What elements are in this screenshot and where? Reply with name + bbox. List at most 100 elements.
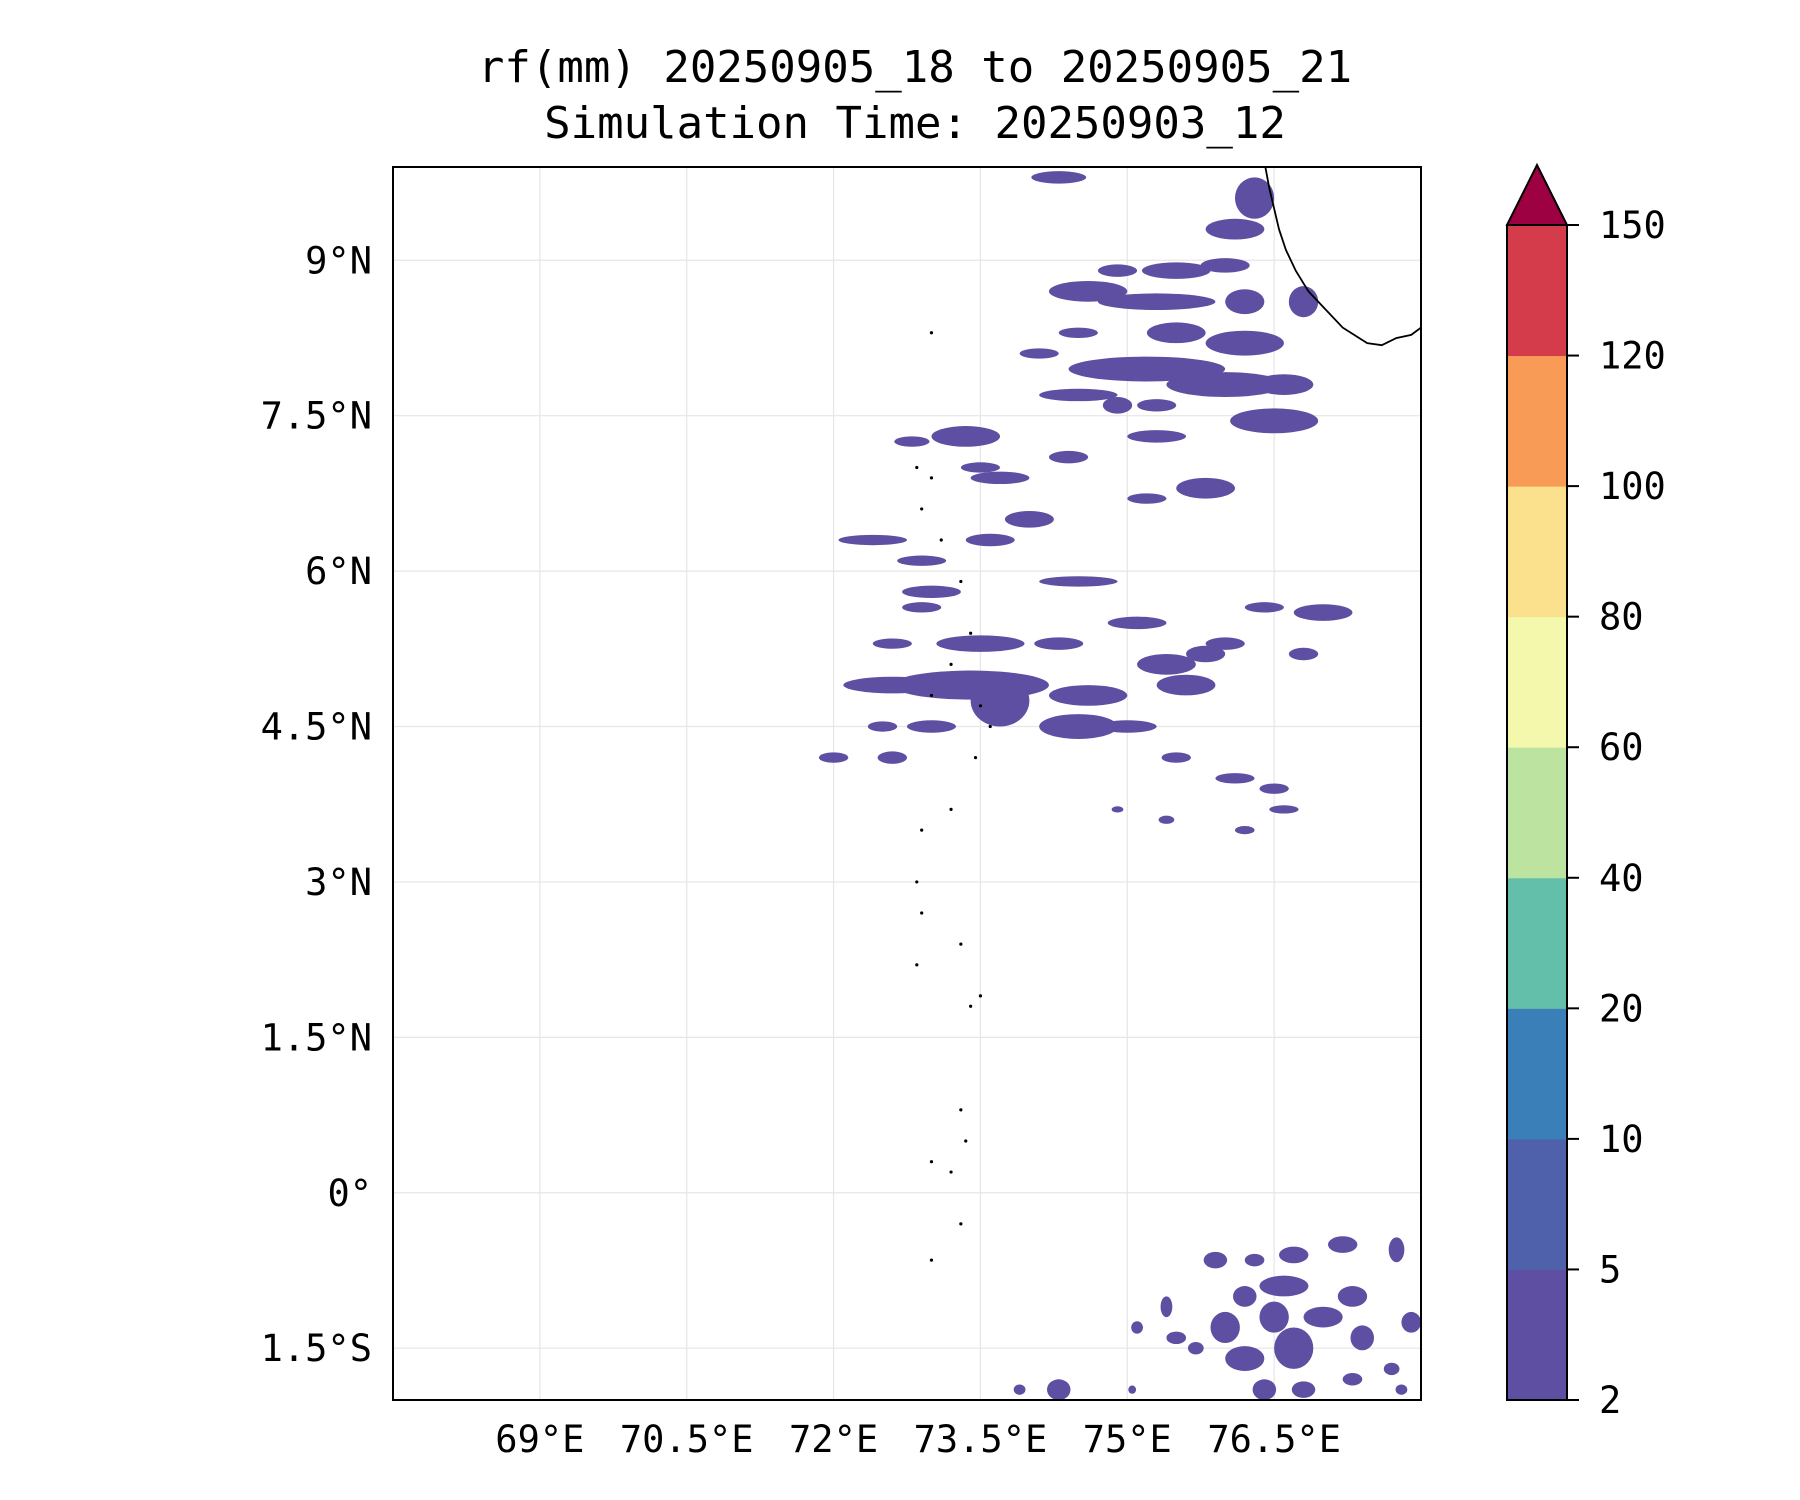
rain-cell [1205,218,1265,240]
rain-cell [1166,372,1284,398]
rain-cell [1137,653,1196,675]
rain-cell [1205,330,1284,356]
rain-cell [1097,293,1216,310]
island-outline [929,476,934,480]
rain-cell [1048,450,1089,464]
rain-cell [1350,1325,1375,1351]
lon-tick-label: 70.5°E [620,1418,754,1461]
rain-cell [1252,1379,1277,1400]
colorbar-segment [1507,1138,1567,1270]
rain-cell [1337,1286,1368,1307]
rain-cell [1128,1385,1137,1394]
rain-cell [970,471,1030,485]
rain-cell [1395,1384,1408,1395]
rain-cell [1019,348,1059,359]
rain-cell [894,436,930,447]
rain-cell [1031,171,1087,184]
rain-cell [1388,1237,1405,1263]
rain-cell [1291,1381,1316,1398]
island-outline [920,507,924,511]
rain-cell [1293,604,1353,621]
rain-cell [818,752,849,763]
island-outline [920,911,924,915]
rain-cell [1107,616,1167,630]
colorbar-tick-label: 10 [1599,1118,1644,1161]
rain-cell [872,638,912,649]
rain-cell [1186,645,1226,663]
island-outline [949,807,953,812]
rain-cell [1004,510,1054,528]
rain-cell [1254,374,1314,395]
rain-cell [1225,1346,1265,1371]
lat-tick-label: 4.5°N [261,706,372,749]
lat-tick-label: 0° [327,1172,372,1215]
rain-cell [1225,289,1265,315]
colorbar-tick-label: 60 [1599,726,1644,769]
rain-cell [1233,1286,1257,1307]
rain-cell [1137,399,1177,412]
rain-cell [1230,408,1319,434]
rain-cell [838,534,907,546]
rain-cell [970,674,1030,727]
rain-cell [1205,637,1245,650]
island-outline [988,724,992,729]
rain-cell [1259,783,1289,794]
colorbar-segment [1507,486,1567,618]
rain-cell [877,751,907,764]
rain-cell [897,555,947,566]
colorbar-segment [1507,616,1567,748]
colorbar-segment [1507,877,1567,1009]
rain-cell [1131,1321,1143,1334]
rain-cell [1166,1331,1187,1345]
island-outline [978,704,983,708]
lon-tick-label: 73.5°E [914,1418,1048,1461]
rain-cell [1097,264,1138,277]
rain-cell [1210,1311,1240,1344]
rain-cell [1039,576,1118,587]
rain-cell [907,720,956,733]
rain-cell [936,635,1025,652]
rain-cell [1342,1373,1363,1386]
colorbar-tick-label: 2 [1599,1379,1621,1422]
island-outline [920,828,924,832]
rain-cell [1269,805,1299,814]
island-outline [929,693,934,698]
rain-cell [1039,388,1118,402]
rain-cell [1068,356,1226,382]
rain-cell [1039,714,1118,739]
island-outline [929,1258,934,1262]
rain-cell [1234,177,1275,219]
island-outline [959,942,963,946]
rain-cell [1288,286,1319,318]
lon-tick-label: 75°E [1083,1418,1172,1461]
island-outline [915,880,919,884]
rain-cell [1288,647,1319,661]
rain-cell [1383,1362,1400,1376]
map-title-line2: Simulation Time: 20250903_12 [544,98,1286,149]
lat-tick-label: 9°N [305,239,372,282]
colorbar-frame [1506,224,1568,1401]
island-outline [978,994,983,998]
lat-tick-label: 6°N [305,550,372,593]
island-outline [959,579,963,584]
rain-cell [1160,1296,1173,1318]
rain-cell [1161,752,1191,763]
rain-cell [1215,773,1255,784]
rain-cell [1203,1251,1228,1269]
rainfall-field [818,171,1421,1400]
colorbar-tick-label: 5 [1599,1248,1621,1291]
colorbar-tick-label: 120 [1599,335,1666,378]
map-frame [392,166,1422,1401]
rain-cell [1102,397,1133,414]
lat-tick-label: 1.5°N [261,1016,372,1059]
island-outline [964,1139,968,1143]
lon-tick-label: 76.5°E [1207,1418,1341,1461]
rain-cell [965,533,1015,547]
lat-tick-label: 7.5°N [261,395,372,438]
island-outline [929,1160,934,1164]
rain-cell [1234,825,1255,835]
island-outline [969,631,973,635]
rain-cell [1244,1253,1265,1267]
rain-cell [843,676,942,694]
rain-cell [1013,1384,1026,1395]
